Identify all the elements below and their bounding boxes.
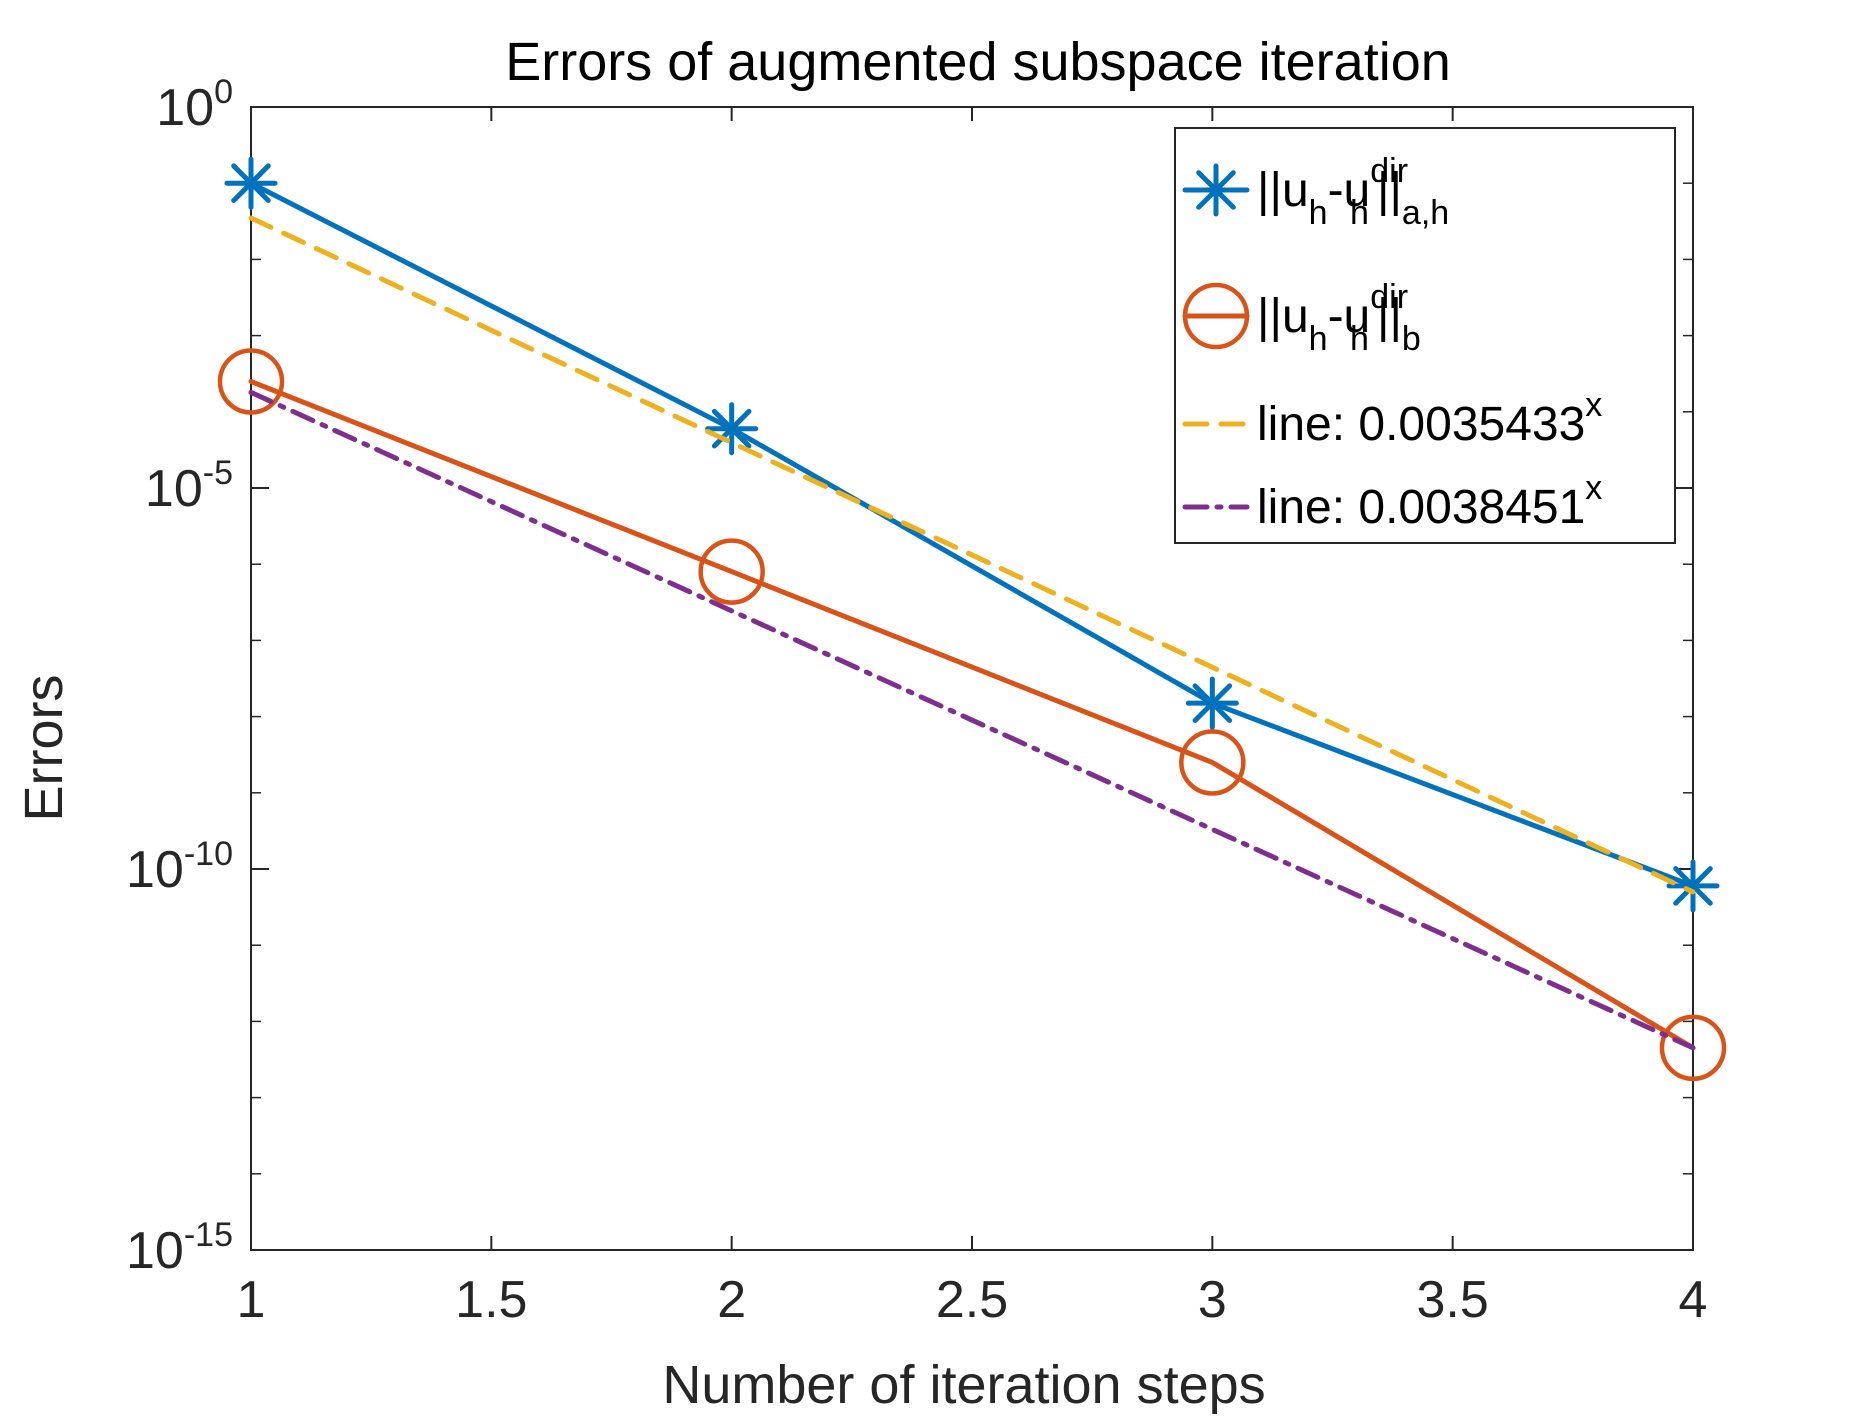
series-2-point-4 bbox=[1659, 1014, 1727, 1082]
legend-item-4: line: 0.0038451x bbox=[1182, 469, 1602, 534]
y-tick-exponent: -15 bbox=[184, 1216, 233, 1254]
y-tick-label: 10-10 bbox=[126, 835, 233, 899]
legend-item-2: ||uh-udir h ||b bbox=[1182, 278, 1421, 358]
series-3-line bbox=[248, 215, 1696, 895]
x-axis-label: Number of iteration steps bbox=[662, 1355, 1265, 1415]
legend-subscript: h bbox=[1309, 194, 1328, 232]
series-1-point-4 bbox=[1666, 859, 1720, 913]
legend-label-4: line: 0.0038451x bbox=[1257, 469, 1602, 534]
y-tick-exponent: 0 bbox=[214, 73, 233, 111]
legend-marker-1 bbox=[1189, 163, 1243, 217]
series-1-line bbox=[248, 180, 1696, 889]
y-tick-exponent: -5 bbox=[203, 454, 233, 492]
y-tick-label: 10-5 bbox=[145, 454, 233, 518]
legend-superscript: x bbox=[1585, 469, 1602, 507]
legend-subscript: h bbox=[1350, 320, 1369, 358]
legend-superscript: dir bbox=[1370, 152, 1408, 190]
legend-text-part: line: 0.0035433 bbox=[1257, 398, 1585, 451]
series-2-point-2 bbox=[698, 538, 765, 605]
x-tick-label: 1.5 bbox=[455, 1271, 527, 1329]
series-1-point-2 bbox=[705, 402, 759, 456]
x-tick-label: 4 bbox=[1679, 1271, 1708, 1329]
legend-subscript: b bbox=[1402, 320, 1421, 358]
marker-stroke bbox=[711, 408, 752, 449]
x-tick-label: 3 bbox=[1198, 1271, 1227, 1329]
series-layer bbox=[217, 156, 1727, 1082]
legend-text-part: || bbox=[1377, 290, 1402, 343]
legend-text-part: -u bbox=[1328, 164, 1371, 217]
x-tick-label: 1 bbox=[237, 1271, 266, 1329]
y-tick-exponent: -10 bbox=[184, 835, 233, 873]
y-tick-base: 10 bbox=[156, 79, 214, 137]
series-2 bbox=[217, 348, 1727, 1082]
legend-subscript: h bbox=[1350, 194, 1369, 232]
legend-box bbox=[1174, 127, 1676, 544]
legend-subscript: h bbox=[1309, 320, 1328, 358]
legend-text-part: ||u bbox=[1257, 290, 1309, 343]
series-3 bbox=[248, 215, 1696, 895]
legend-text-part: line: 0.0038451 bbox=[1257, 481, 1585, 534]
x-tick-label: 2 bbox=[717, 1271, 746, 1329]
series-1-point-3 bbox=[1185, 676, 1239, 730]
y-axis-label: Errors bbox=[14, 675, 74, 822]
x-tick-label: 3.5 bbox=[1417, 1271, 1489, 1329]
marker-stroke bbox=[1192, 683, 1233, 723]
x-tick-label: 2.5 bbox=[936, 1271, 1008, 1329]
y-tick-label: 100 bbox=[156, 73, 233, 137]
legend-text-part: ||u bbox=[1257, 164, 1309, 217]
legend-marker-2 bbox=[1182, 282, 1250, 350]
legend-label-3: line: 0.0035433x bbox=[1257, 386, 1602, 451]
series-4-line bbox=[248, 389, 1696, 1051]
legend-label-1: ||uh-udir h ||a,h bbox=[1257, 152, 1449, 232]
legend-label-2: ||uh-udir h ||b bbox=[1257, 278, 1421, 358]
marker-stroke bbox=[1673, 866, 1713, 906]
y-tick-base: 10 bbox=[126, 841, 184, 899]
series-2-point-3 bbox=[1179, 729, 1246, 796]
marker-stroke bbox=[1196, 170, 1236, 210]
legend-item-1: ||uh-udir h ||a,h bbox=[1182, 152, 1449, 232]
chart-title: Errors of augmented subspace iteration bbox=[505, 32, 1451, 92]
legend-item-3: line: 0.0035433x bbox=[1182, 386, 1602, 451]
series-1 bbox=[224, 156, 1720, 913]
legend-subscript: a,h bbox=[1402, 194, 1449, 232]
legend-superscript: x bbox=[1585, 386, 1602, 424]
series-2-point-1 bbox=[217, 348, 285, 415]
marker-stroke bbox=[231, 163, 271, 203]
y-tick-base: 10 bbox=[126, 1222, 184, 1280]
series-2-line bbox=[248, 378, 1696, 1051]
legend-text-part: -u bbox=[1328, 290, 1371, 343]
y-tick-label: 10-15 bbox=[126, 1216, 233, 1280]
series-1-point-1 bbox=[224, 156, 278, 210]
legend-superscript: dir bbox=[1370, 278, 1408, 316]
series-4 bbox=[248, 389, 1696, 1051]
legend-text-part: || bbox=[1377, 164, 1402, 217]
y-tick-base: 10 bbox=[145, 460, 203, 518]
